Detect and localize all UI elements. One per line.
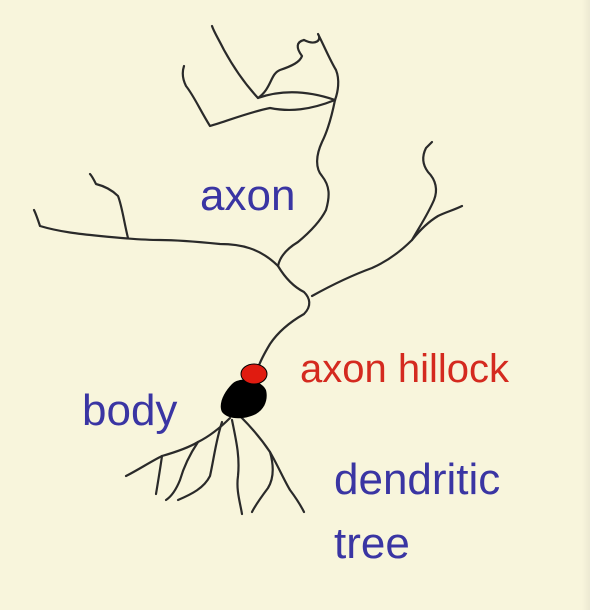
- neuron-branches: [32, 24, 464, 516]
- axon-left-sub-branch: [88, 172, 130, 240]
- axon-top-branch-left: [210, 24, 337, 102]
- axon-top-branch-middle: [256, 38, 306, 100]
- axon-trunk-lower: [256, 264, 311, 370]
- dendrite-left-2: [164, 440, 200, 502]
- dendrite-middle-1: [230, 418, 244, 516]
- axon-left-branch: [32, 208, 280, 268]
- dendrite-right-2: [250, 450, 274, 514]
- dendrite-left-3: [176, 420, 224, 502]
- axon-hillock-marker: [240, 363, 268, 385]
- axon-top-branch-right: [302, 32, 340, 102]
- axon-right-branch: [310, 204, 464, 298]
- dendrite-left-4: [154, 454, 164, 496]
- axon-trunk-upper: [276, 98, 337, 268]
- dendrite-right-1: [238, 414, 306, 514]
- cell-body: [220, 379, 267, 419]
- axon-right-sub-branch: [410, 140, 438, 242]
- dendritic-label: dendritic: [334, 455, 501, 504]
- axon-hillock-label: axon hillock: [300, 347, 510, 391]
- axon-label: axon: [200, 171, 296, 220]
- axon-top-branch-lower: [181, 64, 337, 128]
- right-edge-shade: [582, 0, 590, 610]
- body-label: body: [82, 386, 178, 435]
- dendrite-left-1: [124, 416, 232, 478]
- tree-label: tree: [334, 519, 410, 568]
